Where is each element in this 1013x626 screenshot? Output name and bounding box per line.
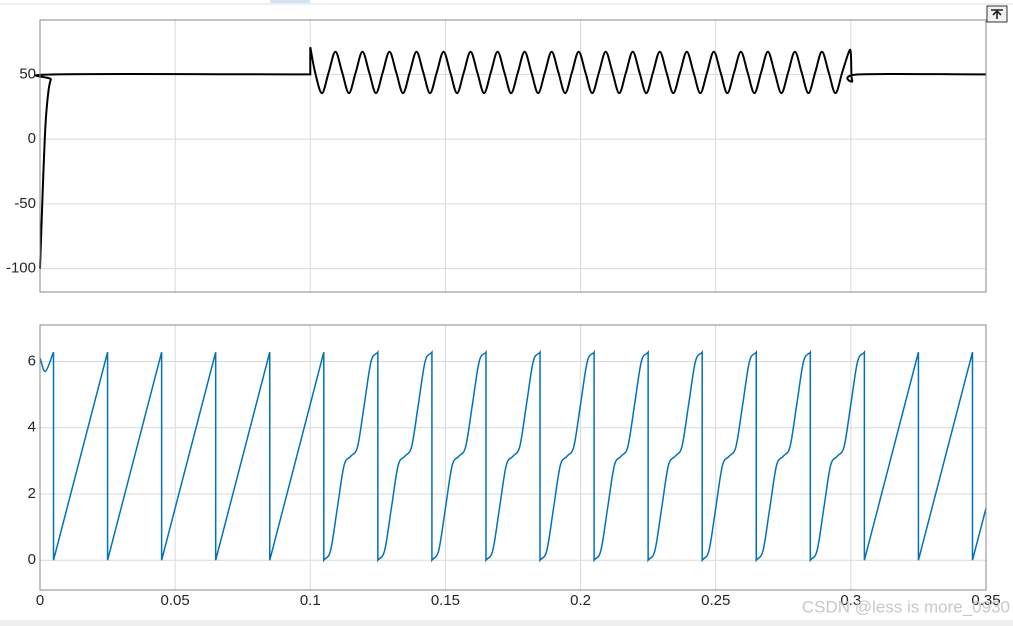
- watermark: CSDN @less is more_0930: [802, 597, 1010, 616]
- status-bar: [0, 620, 1013, 626]
- series-line: [39, 349, 987, 563]
- x-tick-label: 0.35: [971, 592, 1000, 609]
- y-tick-label: 50: [19, 65, 36, 82]
- toolbar-tab: [270, 0, 310, 3]
- y-tick-label: 2: [28, 485, 36, 502]
- y-tick-label: 0: [28, 551, 36, 568]
- x-tick-label: 0.1: [300, 592, 321, 609]
- plot-border: [39, 324, 987, 591]
- y-tick-label: -50: [14, 195, 36, 212]
- y-tick-label: 0: [28, 130, 36, 147]
- x-tick-label: 0.3: [840, 592, 861, 609]
- y-tick-label: 4: [28, 419, 36, 436]
- button-icon: [991, 9, 1003, 19]
- x-tick-label: 0: [36, 592, 44, 609]
- x-tick-label: 0.25: [701, 592, 730, 609]
- restore-button[interactable]: [986, 5, 1008, 23]
- x-tick-label: 0.15: [431, 592, 460, 609]
- plot-border: [39, 19, 987, 293]
- x-tick-label: 0.05: [161, 592, 190, 609]
- plot-area: [39, 324, 987, 591]
- y-tick-label: 6: [28, 352, 36, 369]
- series-line: [35, 47, 987, 269]
- plot-area: [39, 19, 987, 293]
- y-tick-label: -100: [6, 260, 36, 277]
- x-tick-label: 0.2: [570, 592, 591, 609]
